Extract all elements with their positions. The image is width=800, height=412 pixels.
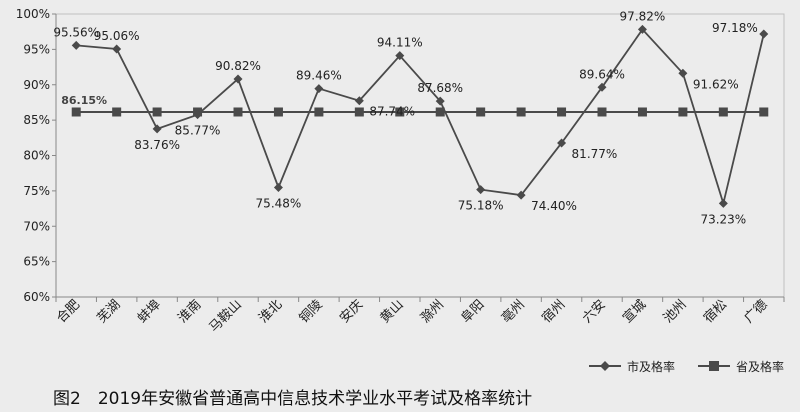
- city-point-marker: [395, 51, 405, 61]
- city-value-label: 75.48%: [256, 196, 302, 210]
- x-category-label: 宿松: [700, 297, 730, 327]
- province-point-marker: [71, 107, 81, 117]
- province-point-marker: [314, 107, 324, 117]
- city-value-label: 97.82%: [620, 9, 666, 23]
- x-category-label: 广德: [742, 297, 771, 326]
- city-value-label: 87.68%: [417, 81, 463, 95]
- x-category-label: 池州: [661, 297, 690, 326]
- province-point-marker: [273, 107, 283, 117]
- x-category-label: 滁州: [417, 297, 447, 327]
- x-category-label: 马鞍山: [206, 297, 245, 336]
- city-value-label: 83.76%: [134, 138, 180, 152]
- city-point-marker: [314, 84, 324, 94]
- legend-city-label: 市及格率: [627, 359, 675, 374]
- city-point-marker: [152, 124, 162, 134]
- city-value-label: 95.56%: [53, 25, 99, 39]
- province-point-marker: [354, 107, 364, 117]
- city-point-marker: [273, 182, 283, 192]
- province-point-marker: [759, 107, 769, 117]
- y-tick-label: 70%: [23, 219, 50, 233]
- city-value-label: 75.18%: [458, 199, 504, 213]
- city-value-label: 90.82%: [215, 59, 261, 73]
- x-category-label: 铜陵: [297, 297, 326, 326]
- city-value-label: 74.40%: [531, 199, 577, 213]
- city-point-marker: [71, 40, 81, 50]
- y-tick-label: 80%: [23, 149, 50, 163]
- x-category-label: 蚌埠: [135, 297, 164, 326]
- series-city-line: [76, 27, 765, 207]
- city-point-marker: [759, 29, 769, 39]
- city-value-label: 97.18%: [712, 21, 758, 35]
- data-labels-layer: 86.15% 95.56%95.06% 83.76%85.77% 90.82% 75.4…: [53, 9, 757, 226]
- plot-area-frame: [55, 13, 785, 298]
- city-value-label: 73.23%: [700, 212, 746, 226]
- province-point-marker: [233, 107, 243, 117]
- city-point-marker: [718, 198, 728, 208]
- x-category-label: 安庆: [337, 297, 366, 326]
- x-category-label: 亳州: [498, 297, 528, 327]
- x-category-label: 阜阳: [458, 297, 488, 327]
- province-point-marker: [718, 107, 728, 117]
- city-value-label: 85.77%: [175, 124, 221, 138]
- city-value-label: 81.77%: [572, 147, 618, 161]
- city-point-marker: [112, 44, 122, 54]
- city-point-marker: [637, 24, 647, 34]
- province-point-marker: [516, 107, 526, 117]
- x-category-label: 宣城: [620, 297, 650, 327]
- city-value-label: 89.64%: [579, 67, 625, 81]
- legend-province-marker: [709, 361, 719, 371]
- province-point-marker: [112, 107, 122, 117]
- x-category-label: 淮南: [175, 297, 205, 327]
- province-point-marker: [435, 107, 445, 117]
- province-point-marker: [476, 107, 486, 117]
- city-point-marker: [678, 68, 688, 78]
- legend-city-marker: [600, 361, 610, 371]
- city-value-label: 87.74%: [369, 105, 415, 119]
- province-point-marker: [597, 107, 607, 117]
- city-value-label: 89.46%: [296, 69, 342, 83]
- series-layer: [71, 24, 769, 208]
- x-category-label: 芜湖: [94, 297, 123, 326]
- figure-caption: 图2 2019年安徽省普通高中信息技术学业水平考试及格率统计: [53, 389, 532, 409]
- province-point-marker: [678, 107, 688, 117]
- x-category-label: 宿州: [539, 297, 569, 327]
- x-category-label: 黄山: [378, 297, 407, 326]
- city-point-marker: [435, 96, 445, 106]
- x-category-label: 六安: [580, 297, 609, 326]
- city-point-marker: [354, 96, 364, 106]
- city-value-label: 94.11%: [377, 36, 423, 50]
- city-point-marker: [476, 185, 486, 195]
- legend-province-label: 省及格率: [736, 359, 784, 374]
- city-point-marker: [233, 74, 243, 84]
- province-point-marker: [152, 107, 162, 117]
- y-tick-label: 100%: [16, 7, 50, 21]
- city-point-marker: [193, 110, 203, 120]
- x-axis-ticks: 合肥 芜湖 蚌埠 淮南 马鞍山 淮北 铜陵 安庆 黄山 滁州 阜阳 亳州 宿州 六安 宣城 池州 宿松 广德: [54, 297, 785, 336]
- y-tick-label: 65%: [23, 255, 50, 269]
- province-point-marker: [637, 107, 647, 117]
- city-point-marker: [557, 138, 567, 148]
- city-point-marker: [516, 190, 526, 200]
- x-category-label: 合肥: [54, 297, 83, 326]
- y-tick-label: 90%: [23, 78, 50, 92]
- y-axis-ticks: 60% 65% 70% 75% 80% 85% 90% 95% 100%: [16, 7, 56, 304]
- y-tick-label: 75%: [23, 184, 50, 198]
- legend: 市及格率 省及格率: [589, 359, 784, 374]
- city-value-label: 95.06%: [94, 29, 140, 43]
- y-tick-label: 95%: [23, 42, 50, 56]
- x-category-label: 淮北: [256, 297, 285, 326]
- y-tick-label: 60%: [23, 290, 50, 304]
- city-point-marker: [597, 82, 607, 92]
- province-point-marker: [557, 107, 567, 117]
- province-value-label: 86.15%: [61, 94, 107, 107]
- city-value-label: 91.62%: [693, 77, 739, 91]
- province-point-marker: [395, 107, 405, 117]
- y-tick-label: 85%: [23, 113, 50, 127]
